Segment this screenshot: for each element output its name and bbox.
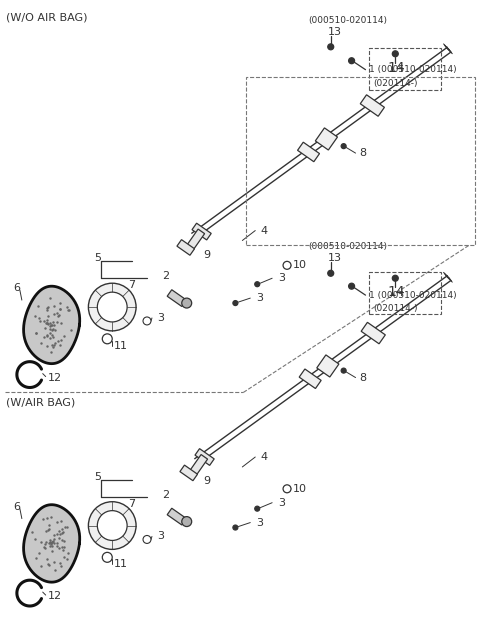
Text: 7: 7: [128, 280, 135, 290]
Circle shape: [102, 334, 112, 344]
Circle shape: [392, 275, 398, 282]
Text: 6: 6: [13, 502, 20, 512]
Circle shape: [392, 51, 398, 57]
Text: 14: 14: [387, 61, 405, 75]
Text: 6: 6: [13, 283, 20, 293]
Text: 4: 4: [260, 452, 267, 462]
Polygon shape: [24, 286, 80, 364]
Circle shape: [283, 261, 291, 270]
Text: 3: 3: [256, 517, 263, 527]
Circle shape: [341, 368, 346, 373]
Circle shape: [88, 283, 136, 331]
Text: 3: 3: [278, 498, 285, 508]
Text: 8: 8: [360, 148, 367, 158]
Text: 9: 9: [204, 250, 211, 260]
Polygon shape: [298, 142, 320, 162]
Circle shape: [88, 502, 136, 549]
Circle shape: [97, 292, 127, 322]
Text: 1 (000510-020114): 1 (000510-020114): [370, 291, 457, 300]
Circle shape: [348, 58, 355, 64]
Polygon shape: [187, 229, 204, 250]
Text: 11: 11: [114, 341, 128, 350]
Circle shape: [143, 535, 151, 544]
Text: 5: 5: [95, 253, 101, 263]
Polygon shape: [361, 322, 385, 344]
Text: 13: 13: [328, 27, 342, 37]
Polygon shape: [315, 128, 337, 150]
Text: 3: 3: [278, 273, 285, 283]
Polygon shape: [317, 355, 339, 377]
Circle shape: [182, 298, 192, 308]
Polygon shape: [180, 465, 197, 481]
Text: 7: 7: [128, 498, 135, 508]
Bar: [246, 76, 475, 245]
Circle shape: [102, 552, 112, 562]
Text: 12: 12: [48, 372, 62, 382]
Text: 10: 10: [293, 260, 307, 270]
Circle shape: [328, 44, 334, 50]
Polygon shape: [177, 240, 194, 255]
Circle shape: [255, 282, 260, 287]
Text: 3: 3: [157, 313, 164, 323]
Text: (020114-): (020114-): [373, 303, 418, 312]
Circle shape: [283, 485, 291, 493]
Circle shape: [348, 283, 355, 289]
Circle shape: [143, 317, 151, 325]
Circle shape: [233, 300, 238, 305]
Text: 2: 2: [162, 490, 169, 500]
Text: (020114-): (020114-): [373, 79, 418, 88]
Text: 3: 3: [157, 532, 164, 542]
Text: 2: 2: [162, 271, 169, 282]
Polygon shape: [192, 223, 211, 240]
Bar: [370, 48, 441, 90]
Circle shape: [233, 525, 238, 530]
Polygon shape: [299, 369, 321, 389]
Text: (W/AIR BAG): (W/AIR BAG): [6, 398, 75, 408]
Circle shape: [255, 506, 260, 511]
Text: (000510-020114): (000510-020114): [308, 242, 387, 251]
Polygon shape: [24, 505, 80, 582]
Text: 9: 9: [204, 476, 211, 486]
Polygon shape: [167, 290, 186, 307]
Text: 3: 3: [256, 293, 263, 303]
Polygon shape: [190, 455, 207, 475]
Text: 10: 10: [293, 484, 307, 494]
Circle shape: [328, 270, 334, 277]
Polygon shape: [167, 508, 186, 525]
Text: 14: 14: [387, 285, 405, 299]
Polygon shape: [360, 95, 384, 116]
Text: 4: 4: [260, 226, 267, 236]
Bar: [370, 272, 441, 314]
Text: 13: 13: [328, 253, 342, 263]
Text: 12: 12: [48, 591, 62, 601]
Text: 5: 5: [95, 472, 101, 482]
Circle shape: [341, 144, 346, 149]
Polygon shape: [195, 449, 214, 465]
Text: 11: 11: [114, 559, 128, 569]
Text: 1 (000510-020114): 1 (000510-020114): [370, 65, 457, 74]
Text: 8: 8: [360, 372, 367, 382]
Text: (000510-020114): (000510-020114): [308, 16, 387, 24]
Circle shape: [97, 510, 127, 540]
Circle shape: [182, 517, 192, 527]
Text: (W/O AIR BAG): (W/O AIR BAG): [6, 12, 87, 22]
